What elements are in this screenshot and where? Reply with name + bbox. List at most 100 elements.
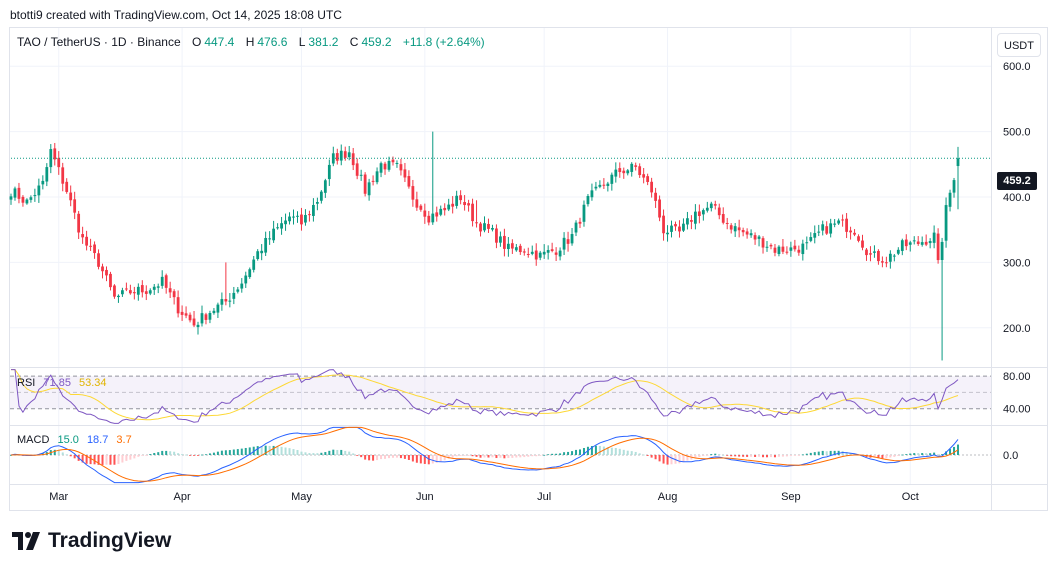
macd-hist-bar [901,454,904,456]
macd-hist-bar [941,454,944,455]
macd-hist-bar [845,452,848,455]
candle-body [200,313,204,324]
candle-body [93,244,96,254]
macd-hist-bar [917,453,920,455]
macd-hist-bar [618,448,621,455]
macd-hist-bar [348,451,351,455]
macd-hist-bar [507,455,510,459]
candle-body [443,207,447,211]
candle-body [343,151,347,158]
candle-body [546,250,550,253]
candle-body [483,223,486,231]
candle-body [877,250,880,262]
macd-hist-bar [738,455,741,457]
currency-unit-button[interactable]: USDT [997,33,1041,57]
candle-body [387,160,391,170]
change-value: +11.8 (+2.64%) [402,35,485,49]
candle-body [554,252,558,255]
candle-body [682,223,685,231]
macd-hist-bar [316,453,319,455]
macd-hist-bar [849,452,852,455]
macd-hist-bar [746,455,749,457]
macd-name[interactable]: MACD [17,434,50,446]
candle-body [331,153,335,164]
candle-body [693,211,697,224]
candle-body [101,266,104,272]
macd-hist-bar [197,455,200,456]
macd-hist-bar [801,454,804,456]
candle-body [264,237,268,253]
chart-frame [9,27,1048,511]
macd-hist-bar [551,453,554,455]
symbol-label[interactable]: TAO / TetherUS · 1D · Binance [17,35,181,49]
macd-hist-bar [216,451,219,455]
high-value: 476.6 [257,35,288,49]
candle-body [630,163,634,172]
candle-body [510,243,514,249]
candle-body [25,199,29,204]
candle-body [184,313,188,316]
macd-hist-bar [204,454,207,456]
axes: 200.0 300.0 400.0 500.0 600.0 Mar Apr May Jun Jul… [10,28,1047,510]
macd-hist-bar [769,455,772,458]
macd-hist-bar [189,455,192,456]
candle-body [180,311,184,315]
chart-credit: btotti9 created with TradingView.com, Oc… [10,8,342,22]
close-value: 459.2 [361,35,392,49]
macd-hist-bar [97,455,100,465]
candle-body [956,158,960,167]
macd-hist-bar [873,455,876,458]
macd-hist-bar [515,455,518,458]
macd-hist-bar [73,455,76,459]
candle-body [857,236,860,241]
candle-body [69,192,73,201]
rsi-tick-label: 80.00 [1003,371,1031,383]
rsi-name[interactable]: RSI [17,377,36,389]
macd-hist-bar [503,455,506,459]
candle-body [176,297,180,314]
low-value: 381.2 [308,35,339,49]
candle-body [606,183,610,187]
macd-hist-bar [415,455,418,463]
candle-body [849,230,852,233]
time-tick-label: Aug [658,491,678,503]
candle-body [208,313,212,320]
candle-body [37,185,41,196]
macd-hist-bar [698,455,701,458]
candle-body [168,288,172,293]
candle-body [160,276,164,286]
high-label: H [245,35,255,49]
rsi-ma-value: 53.34 [79,377,107,389]
macd-hist-bar [177,453,180,455]
macd-hist-bar [193,455,196,456]
macd-hist-bar [706,455,709,456]
candle-body [319,191,323,201]
open-value: 447.4 [204,35,235,49]
candle-body [753,235,757,240]
rsi-lines [11,369,959,424]
candle-body [741,230,745,233]
macd-hist-bar [224,450,227,455]
macd-tick-label: 0.0 [1003,450,1018,462]
macd-hist-bar [200,454,203,456]
candle-body [610,174,614,184]
candle-body [212,310,216,314]
candle-body [952,180,956,193]
macd-hist-bar [539,455,542,456]
macd-hist-bar [117,455,120,465]
candle-body [785,251,789,253]
candle-body [65,181,69,192]
macd-hist-bar [933,452,936,455]
macd-hist-bar [821,450,824,455]
candle-body [296,215,299,217]
candle-body [678,226,681,232]
candle-body [471,203,474,222]
macd-hist-bar [475,455,478,457]
tradingview-logo[interactable]: TradingView [12,529,171,553]
candle-body [280,223,283,229]
macd-hist-bar [340,449,343,455]
macd-hist-bar [495,455,498,459]
macd-hist-bar [368,455,371,461]
candle-body [745,231,749,235]
